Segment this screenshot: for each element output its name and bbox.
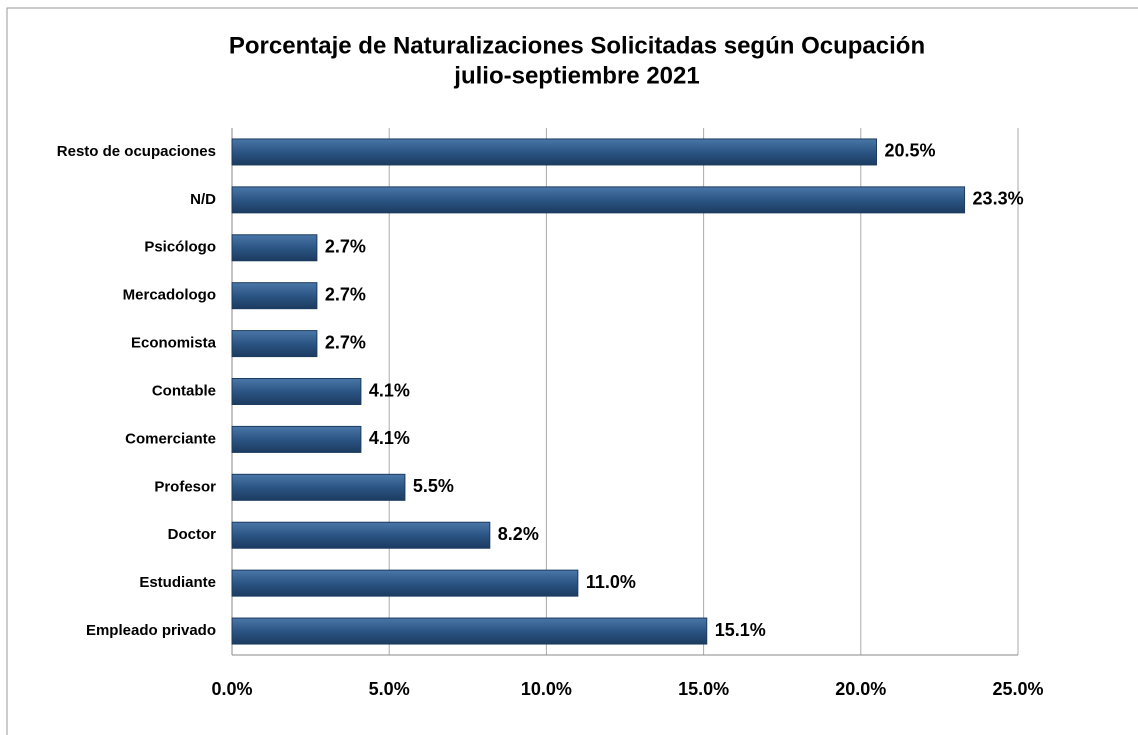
bar xyxy=(231,138,878,166)
value-label: 11.0% xyxy=(586,572,636,592)
x-tick-label: 5.0% xyxy=(369,679,410,699)
y-tick-label: Empleado privado xyxy=(86,622,216,639)
value-label: 4.1% xyxy=(369,428,410,448)
chart-title: Porcentaje de Naturalizaciones Solicitad… xyxy=(229,32,925,59)
x-tick-label: 10.0% xyxy=(521,679,572,699)
y-tick-label: N/D xyxy=(190,191,216,208)
bar xyxy=(231,330,318,358)
chart-frame xyxy=(6,7,1138,735)
y-tick-label: Estudiante xyxy=(139,574,216,591)
y-tick-label: Profesor xyxy=(154,478,216,495)
bar xyxy=(231,425,362,453)
value-label: 23.3% xyxy=(973,189,1024,209)
value-label: 20.5% xyxy=(885,141,936,161)
bar xyxy=(231,521,491,549)
y-tick-label: Doctor xyxy=(168,526,216,543)
bar xyxy=(231,186,966,214)
bar xyxy=(231,378,362,405)
value-label: 2.7% xyxy=(325,237,366,257)
y-tick-label: Comerciante xyxy=(125,430,216,447)
bar xyxy=(231,569,579,597)
y-tick-label: Mercadologo xyxy=(123,287,216,304)
value-label: 15.1% xyxy=(715,620,766,640)
y-tick-label: Resto de ocupaciones xyxy=(57,143,216,160)
bar xyxy=(231,234,318,262)
value-label: 4.1% xyxy=(369,380,410,400)
chart-subtitle: julio-septiembre 2021 xyxy=(453,62,699,89)
bar xyxy=(231,282,318,310)
bar xyxy=(231,473,406,501)
x-tick-label: 20.0% xyxy=(835,679,886,699)
value-label: 8.2% xyxy=(498,524,539,544)
y-tick-label: Economista xyxy=(131,335,217,352)
value-label: 2.7% xyxy=(325,332,366,352)
x-tick-label: 0.0% xyxy=(211,679,252,699)
value-label: 2.7% xyxy=(325,284,366,304)
y-tick-label: Psicólogo xyxy=(144,239,216,256)
x-tick-label: 25.0% xyxy=(992,679,1043,699)
value-label: 5.5% xyxy=(413,476,454,496)
x-tick-label: 15.0% xyxy=(678,679,729,699)
y-tick-label: Contable xyxy=(152,382,216,399)
bar xyxy=(231,617,708,645)
